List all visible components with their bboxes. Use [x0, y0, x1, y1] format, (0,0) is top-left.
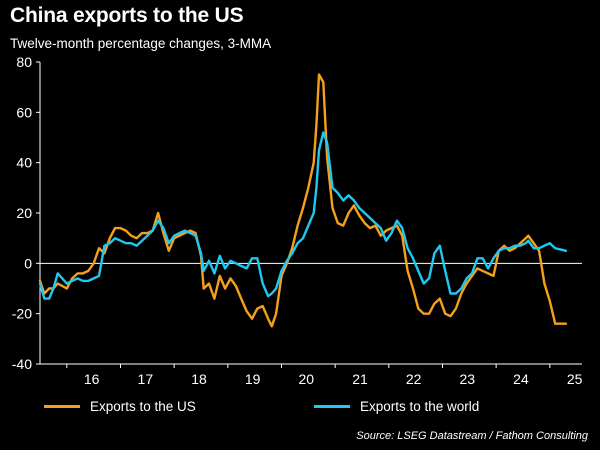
x-tick-label: 18 — [191, 371, 207, 387]
x-tick-label: 24 — [513, 371, 529, 387]
legend-item-world: Exports to the world — [314, 396, 479, 416]
legend-label-world: Exports to the world — [360, 398, 480, 414]
x-tick-label: 20 — [299, 371, 315, 387]
legend-swatch-us — [44, 404, 80, 408]
y-tick-label: -40 — [12, 356, 32, 372]
y-tick-label: 0 — [24, 255, 32, 271]
y-tick-label: -20 — [12, 306, 32, 322]
x-tick-label: 23 — [460, 371, 476, 387]
source-note: Source: LSEG Datastream / Fathom Consult… — [356, 430, 588, 442]
y-tick-label: 60 — [16, 104, 32, 120]
x-tick-label: 17 — [138, 371, 154, 387]
x-tick-label: 19 — [245, 371, 261, 387]
chart-title: China exports to the US — [10, 4, 244, 27]
legend-item-us: Exports to the US — [44, 396, 196, 416]
x-tick-label: 16 — [84, 371, 100, 387]
legend-label-us: Exports to the US — [90, 398, 196, 414]
y-tick-label: 80 — [16, 54, 32, 70]
series-line-world — [38, 131, 568, 300]
y-tick-label: 20 — [16, 205, 32, 221]
x-tick-label: 21 — [352, 371, 368, 387]
legend-swatch-world — [314, 404, 350, 408]
x-tick-label: 25 — [567, 371, 583, 387]
axes: -40 -20 0 20 40 60 80 16 17 18 19 20 21 22 23 24 25 — [12, 54, 583, 387]
chart-subtitle: Twelve-month percentage changes, 3-MMA — [10, 36, 272, 51]
x-tick-label: 22 — [406, 371, 422, 387]
series-lines — [38, 73, 568, 328]
series-line-us — [38, 73, 568, 328]
y-tick-label: 40 — [16, 155, 32, 171]
